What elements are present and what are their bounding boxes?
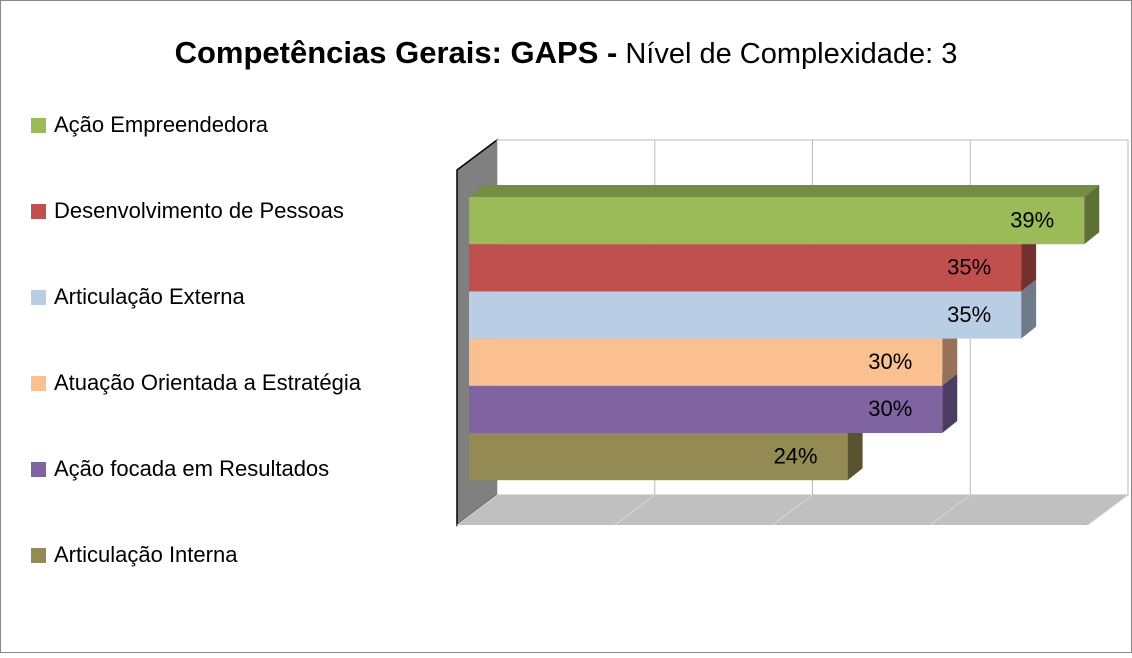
- data-label: 30%: [868, 396, 912, 421]
- legend-label: Articulação Interna: [54, 542, 238, 567]
- bar-front: [469, 433, 848, 481]
- bar-front: [469, 244, 1022, 292]
- bar-side: [1021, 232, 1037, 292]
- bar-side: [847, 421, 863, 481]
- bar-top: [469, 185, 1100, 197]
- legend-label: Articulação Externa: [54, 284, 246, 309]
- data-label: 24%: [774, 443, 818, 468]
- data-label: 39%: [1010, 207, 1054, 232]
- legend-swatch: [31, 118, 46, 133]
- bars: 24% 30% 30% 35% 35% 39%: [469, 185, 1100, 481]
- floor-grid-line: [456, 494, 498, 526]
- floor-grid-line: [614, 494, 656, 526]
- legend-swatch: [31, 290, 46, 305]
- bar-front: [469, 291, 1022, 339]
- legend-label: Ação focada em Resultados: [54, 456, 329, 481]
- floor-grid-line: [772, 494, 813, 526]
- legend-label: Atuação Orientada a Estratégia: [54, 370, 362, 395]
- bar: 30%: [469, 326, 958, 386]
- legend-swatch: [31, 548, 46, 563]
- title-detail: Nível de Complexidade: 3: [625, 38, 957, 70]
- title-main: Competências Gerais: GAPS -: [175, 35, 618, 70]
- data-label: 35%: [947, 302, 991, 327]
- chart-title: Competências Gerais: GAPS - Nível de Comp…: [175, 35, 958, 70]
- data-label: 35%: [947, 255, 991, 280]
- floor-grid-line: [929, 494, 971, 526]
- legend-swatch: [31, 462, 46, 477]
- floor-grid-line: [1087, 494, 1129, 526]
- legend-swatch: [31, 376, 46, 391]
- bar-front: [469, 385, 943, 433]
- legend-label: Ação Empreendedora: [54, 112, 269, 137]
- bar-front: [469, 338, 943, 386]
- legend: Ação Empreendedora Desenvolvimento de Pes…: [31, 112, 362, 567]
- bar-side: [1021, 279, 1037, 339]
- legend-swatch: [31, 204, 46, 219]
- bar: 39%: [469, 185, 1100, 245]
- legend-label: Desenvolvimento de Pessoas: [54, 198, 344, 223]
- bar-front: [469, 197, 1085, 245]
- bar-side: [1084, 185, 1100, 245]
- bar-side: [942, 373, 958, 433]
- bar-side: [942, 326, 958, 386]
- data-label: 30%: [868, 349, 912, 374]
